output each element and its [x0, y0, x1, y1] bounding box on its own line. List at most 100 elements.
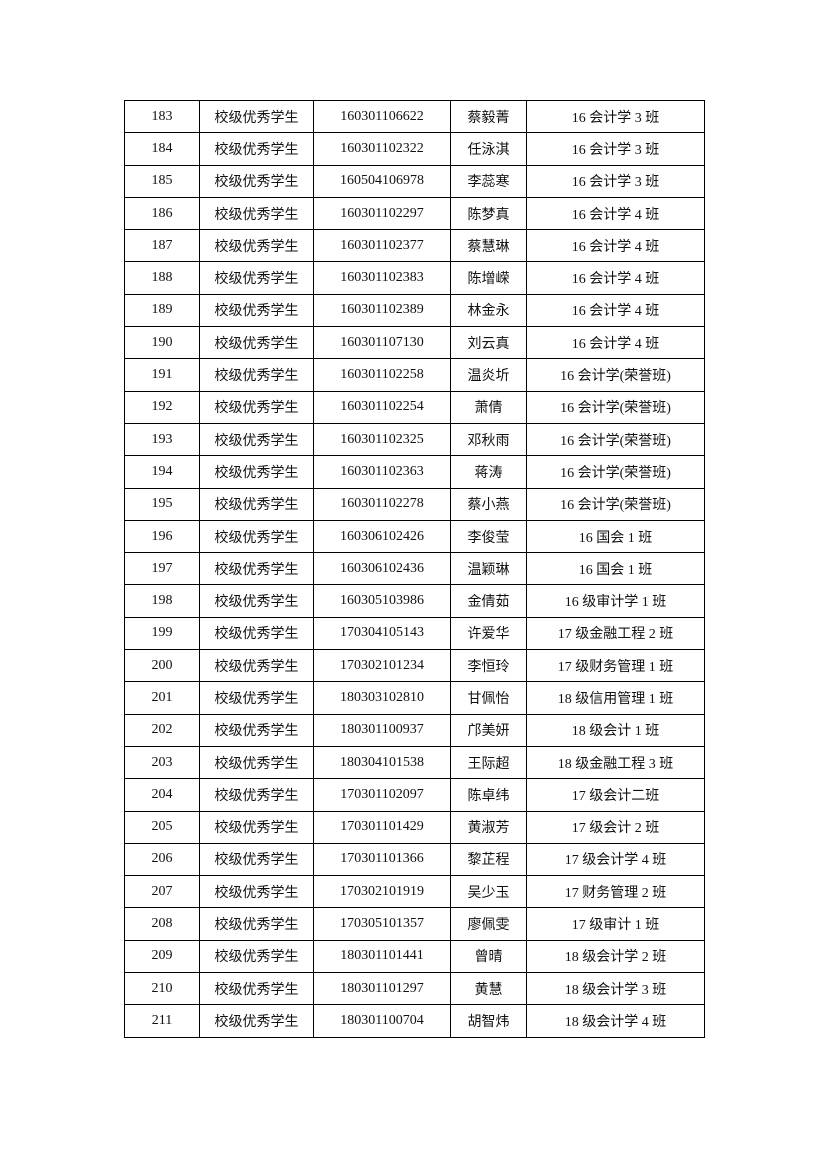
cell-name: 吴少玉 [450, 875, 527, 909]
cell-award: 校级优秀学生 [199, 132, 314, 166]
cell-number: 194 [124, 455, 200, 489]
cell-number: 195 [124, 487, 200, 521]
table-row: 183 校级优秀学生 160301106622 蔡毅菁 16 会计学 3 班 [124, 99, 705, 134]
table-row: 205 校级优秀学生 170301101429 黄淑芳 17 级会计 2 班 [124, 810, 705, 844]
cell-name: 邓秋雨 [450, 422, 527, 457]
table-row: 186 校级优秀学生 160301102297 陈梦真 16 会计学 4 班 [124, 196, 705, 231]
cell-number: 188 [124, 261, 200, 295]
cell-number: 183 [124, 99, 200, 134]
cell-student-id: 160305103986 [313, 584, 451, 618]
cell-award: 校级优秀学生 [199, 649, 314, 683]
cell-award: 校级优秀学生 [199, 842, 314, 877]
table-row: 209 校级优秀学生 180301101441 曾晴 18 级会计学 2 班 [124, 939, 705, 974]
cell-name: 陈增嵘 [450, 261, 527, 295]
cell-class: 16 会计学(荣誉班) [526, 455, 705, 489]
table-row: 197 校级优秀学生 160306102436 温颖琳 16 国会 1 班 [124, 552, 705, 586]
table-row: 201 校级优秀学生 180303102810 甘佩怡 18 级信用管理 1 班 [124, 681, 705, 715]
cell-student-id: 170301101429 [313, 810, 451, 844]
cell-class: 16 会计学 3 班 [526, 99, 705, 134]
cell-name: 李蕊寒 [450, 164, 527, 198]
cell-class: 16 国会 1 班 [526, 519, 705, 554]
cell-number: 199 [124, 616, 200, 651]
cell-student-id: 160301102258 [313, 358, 451, 392]
cell-student-id: 160301107130 [313, 326, 451, 360]
cell-class: 17 级财务管理 1 班 [526, 649, 705, 683]
cell-award: 校级优秀学生 [199, 326, 314, 360]
cell-number: 204 [124, 778, 200, 812]
cell-class: 18 级会计学 3 班 [526, 972, 705, 1006]
cell-award: 校级优秀学生 [199, 390, 314, 424]
cell-class: 16 会计学 3 班 [526, 132, 705, 166]
cell-name: 蔡小燕 [450, 487, 527, 521]
cell-class: 16 会计学(荣誉班) [526, 487, 705, 521]
cell-student-id: 160301102389 [313, 293, 451, 328]
cell-class: 17 财务管理 2 班 [526, 875, 705, 909]
cell-name: 陈梦真 [450, 196, 527, 231]
cell-class: 18 级会计 1 班 [526, 713, 705, 747]
table-row: 194 校级优秀学生 160301102363 蒋涛 16 会计学(荣誉班) [124, 455, 705, 489]
table-row: 187 校级优秀学生 160301102377 蔡慧琳 16 会计学 4 班 [124, 229, 705, 263]
cell-class: 16 国会 1 班 [526, 552, 705, 586]
cell-student-id: 160301102377 [313, 229, 451, 263]
cell-student-id: 160301102325 [313, 422, 451, 457]
cell-name: 王际超 [450, 745, 527, 780]
cell-number: 185 [124, 164, 200, 198]
cell-award: 校级优秀学生 [199, 261, 314, 295]
cell-student-id: 160301102383 [313, 261, 451, 295]
cell-class: 17 级会计二班 [526, 778, 705, 812]
cell-award: 校级优秀学生 [199, 713, 314, 747]
cell-award: 校级优秀学生 [199, 229, 314, 263]
cell-name: 刘云真 [450, 326, 527, 360]
cell-award: 校级优秀学生 [199, 681, 314, 715]
table-row: 200 校级优秀学生 170302101234 李恒玲 17 级财务管理 1 班 [124, 649, 705, 683]
cell-student-id: 180301101297 [313, 972, 451, 1006]
cell-name: 金倩茹 [450, 584, 527, 618]
award-list-table: 183 校级优秀学生 160301106622 蔡毅菁 16 会计学 3 班 184 校级优… [124, 99, 705, 1038]
cell-student-id: 170302101234 [313, 649, 451, 683]
cell-student-id: 160301102322 [313, 132, 451, 166]
cell-student-id: 170304105143 [313, 616, 451, 651]
table-body: 183 校级优秀学生 160301106622 蔡毅菁 16 会计学 3 班 184 校级优… [124, 99, 705, 1038]
cell-award: 校级优秀学生 [199, 584, 314, 618]
cell-student-id: 160306102436 [313, 552, 451, 586]
cell-award: 校级优秀学生 [199, 519, 314, 554]
cell-class: 16 会计学(荣誉班) [526, 390, 705, 424]
cell-number: 211 [124, 1004, 200, 1038]
cell-number: 190 [124, 326, 200, 360]
cell-award: 校级优秀学生 [199, 196, 314, 231]
cell-student-id: 160301102297 [313, 196, 451, 231]
cell-name: 蔡慧琳 [450, 229, 527, 263]
cell-class: 16 会计学(荣誉班) [526, 422, 705, 457]
cell-number: 198 [124, 584, 200, 618]
cell-student-id: 170305101357 [313, 907, 451, 941]
cell-award: 校级优秀学生 [199, 810, 314, 844]
cell-student-id: 160301106622 [313, 99, 451, 134]
cell-number: 187 [124, 229, 200, 263]
table-row: 191 校级优秀学生 160301102258 温炎圻 16 会计学(荣誉班) [124, 358, 705, 392]
cell-name: 邝美妍 [450, 713, 527, 747]
cell-number: 206 [124, 842, 200, 877]
cell-class: 18 级信用管理 1 班 [526, 681, 705, 715]
table-row: 198 校级优秀学生 160305103986 金倩茹 16 级审计学 1 班 [124, 584, 705, 618]
table-row: 207 校级优秀学生 170302101919 吴少玉 17 财务管理 2 班 [124, 875, 705, 909]
cell-name: 黎芷程 [450, 842, 527, 877]
cell-number: 207 [124, 875, 200, 909]
cell-award: 校级优秀学生 [199, 745, 314, 780]
cell-class: 16 会计学 4 班 [526, 196, 705, 231]
cell-student-id: 180301101441 [313, 939, 451, 974]
cell-student-id: 170301101366 [313, 842, 451, 877]
cell-number: 197 [124, 552, 200, 586]
cell-number: 193 [124, 422, 200, 457]
cell-award: 校级优秀学生 [199, 293, 314, 328]
cell-award: 校级优秀学生 [199, 358, 314, 392]
cell-number: 196 [124, 519, 200, 554]
cell-name: 林金永 [450, 293, 527, 328]
cell-class: 18 级会计学 4 班 [526, 1004, 705, 1038]
cell-student-id: 170302101919 [313, 875, 451, 909]
cell-student-id: 160301102278 [313, 487, 451, 521]
cell-student-id: 160301102363 [313, 455, 451, 489]
cell-name: 廖佩雯 [450, 907, 527, 941]
cell-class: 16 会计学 4 班 [526, 229, 705, 263]
cell-number: 203 [124, 745, 200, 780]
cell-student-id: 180301100704 [313, 1004, 451, 1038]
